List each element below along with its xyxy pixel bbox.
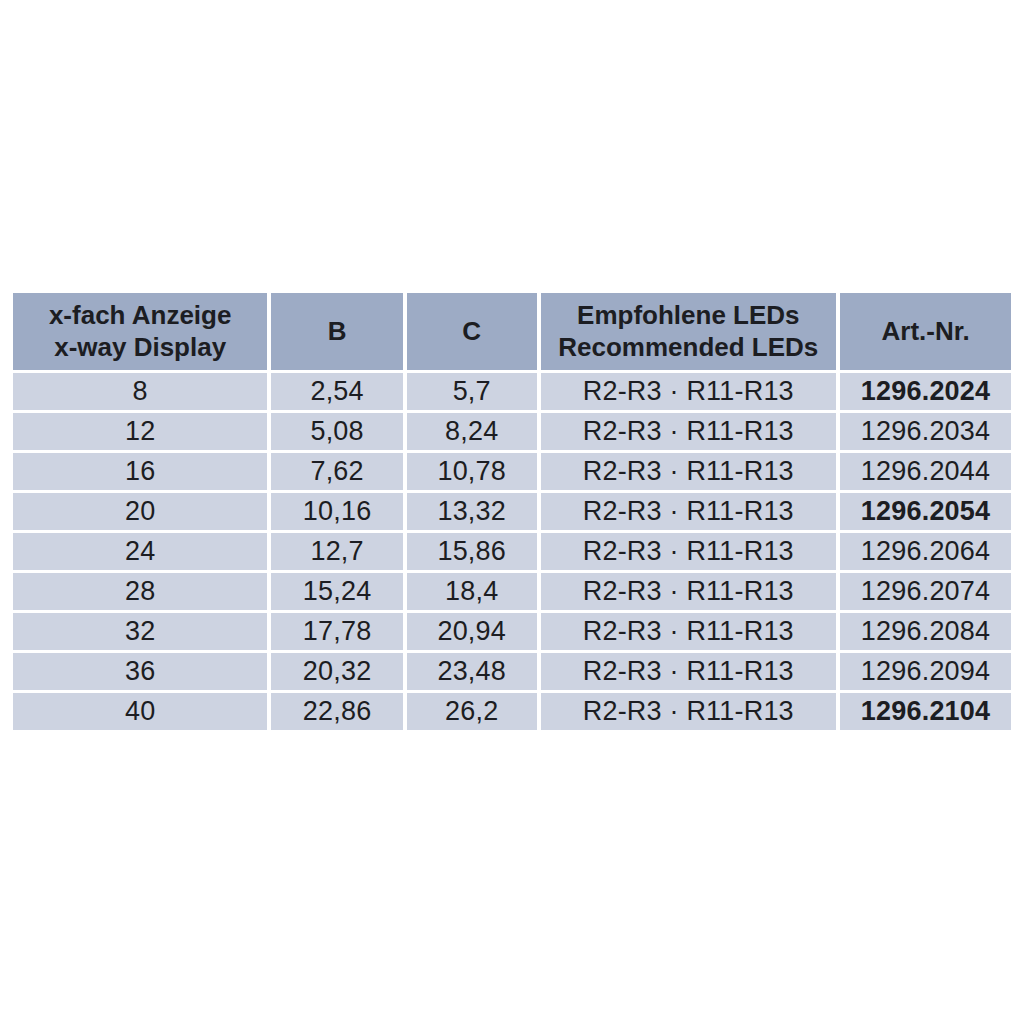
cell-dimension-b: 12,7	[271, 533, 403, 570]
cell-dimension-c: 20,94	[407, 613, 537, 650]
cell-recommended-leds: R2-R3 · R11-R13	[541, 493, 837, 530]
column-header-display: x-fach Anzeige x-way Display	[13, 293, 267, 370]
cell-dimension-b: 17,78	[271, 613, 403, 650]
cell-article-number: 1296.2024	[840, 373, 1011, 410]
cell-article-number: 1296.2094	[840, 653, 1011, 690]
cell-recommended-leds: R2-R3 · R11-R13	[541, 413, 837, 450]
column-header-c: C	[407, 293, 537, 370]
cell-article-number: 1296.2064	[840, 533, 1011, 570]
cell-dimension-c: 26,2	[407, 693, 537, 730]
cell-dimension-b: 5,08	[271, 413, 403, 450]
column-header-leds: Empfohlene LEDs Recommended LEDs	[541, 293, 837, 370]
cell-dimension-b: 10,16	[271, 493, 403, 530]
table-row: 24 12,7 15,86 R2-R3 · R11-R13 1296.2064	[13, 533, 1011, 570]
cell-article-number: 1296.2074	[840, 573, 1011, 610]
cell-recommended-leds: R2-R3 · R11-R13	[541, 373, 837, 410]
column-header-leds-line1: Empfohlene LEDs	[541, 300, 837, 331]
cell-article-number: 1296.2054	[840, 493, 1011, 530]
cell-dimension-c: 15,86	[407, 533, 537, 570]
cell-display-count: 20	[13, 493, 267, 530]
table-row: 8 2,54 5,7 R2-R3 · R11-R13 1296.2024	[13, 373, 1011, 410]
cell-recommended-leds: R2-R3 · R11-R13	[541, 533, 837, 570]
column-header-artnr-line1: Art.-Nr.	[840, 316, 1011, 347]
cell-recommended-leds: R2-R3 · R11-R13	[541, 693, 837, 730]
cell-article-number: 1296.2084	[840, 613, 1011, 650]
column-header-display-line1: x-fach Anzeige	[13, 300, 267, 331]
cell-recommended-leds: R2-R3 · R11-R13	[541, 453, 837, 490]
cell-dimension-b: 22,86	[271, 693, 403, 730]
cell-display-count: 8	[13, 373, 267, 410]
table-row: 28 15,24 18,4 R2-R3 · R11-R13 1296.2074	[13, 573, 1011, 610]
cell-display-count: 28	[13, 573, 267, 610]
cell-dimension-c: 8,24	[407, 413, 537, 450]
cell-dimension-c: 18,4	[407, 573, 537, 610]
cell-recommended-leds: R2-R3 · R11-R13	[541, 653, 837, 690]
column-header-b: B	[271, 293, 403, 370]
cell-recommended-leds: R2-R3 · R11-R13	[541, 613, 837, 650]
table-row: 32 17,78 20,94 R2-R3 · R11-R13 1296.2084	[13, 613, 1011, 650]
cell-display-count: 40	[13, 693, 267, 730]
cell-article-number: 1296.2044	[840, 453, 1011, 490]
cell-display-count: 16	[13, 453, 267, 490]
table-row: 20 10,16 13,32 R2-R3 · R11-R13 1296.2054	[13, 493, 1011, 530]
cell-dimension-c: 23,48	[407, 653, 537, 690]
table-row: 16 7,62 10,78 R2-R3 · R11-R13 1296.2044	[13, 453, 1011, 490]
cell-dimension-c: 10,78	[407, 453, 537, 490]
cell-recommended-leds: R2-R3 · R11-R13	[541, 573, 837, 610]
column-header-c-line1: C	[407, 316, 537, 347]
table-row: 36 20,32 23,48 R2-R3 · R11-R13 1296.2094	[13, 653, 1011, 690]
cell-dimension-b: 15,24	[271, 573, 403, 610]
cell-dimension-b: 2,54	[271, 373, 403, 410]
product-spec-table: x-fach Anzeige x-way Display B C Empfohl…	[9, 290, 1015, 733]
column-header-b-line1: B	[271, 316, 403, 347]
table-body: 8 2,54 5,7 R2-R3 · R11-R13 1296.2024 12 …	[13, 373, 1011, 730]
cell-article-number: 1296.2034	[840, 413, 1011, 450]
cell-display-count: 12	[13, 413, 267, 450]
page-canvas: x-fach Anzeige x-way Display B C Empfohl…	[0, 0, 1024, 1024]
cell-dimension-c: 5,7	[407, 373, 537, 410]
table-row: 40 22,86 26,2 R2-R3 · R11-R13 1296.2104	[13, 693, 1011, 730]
column-header-artnr: Art.-Nr.	[840, 293, 1011, 370]
cell-dimension-b: 7,62	[271, 453, 403, 490]
cell-dimension-c: 13,32	[407, 493, 537, 530]
cell-article-number: 1296.2104	[840, 693, 1011, 730]
table-row: 12 5,08 8,24 R2-R3 · R11-R13 1296.2034	[13, 413, 1011, 450]
cell-display-count: 36	[13, 653, 267, 690]
cell-display-count: 32	[13, 613, 267, 650]
column-header-display-line2: x-way Display	[13, 332, 267, 363]
table-header-row: x-fach Anzeige x-way Display B C Empfohl…	[13, 293, 1011, 370]
cell-dimension-b: 20,32	[271, 653, 403, 690]
cell-display-count: 24	[13, 533, 267, 570]
column-header-leds-line2: Recommended LEDs	[541, 332, 837, 363]
